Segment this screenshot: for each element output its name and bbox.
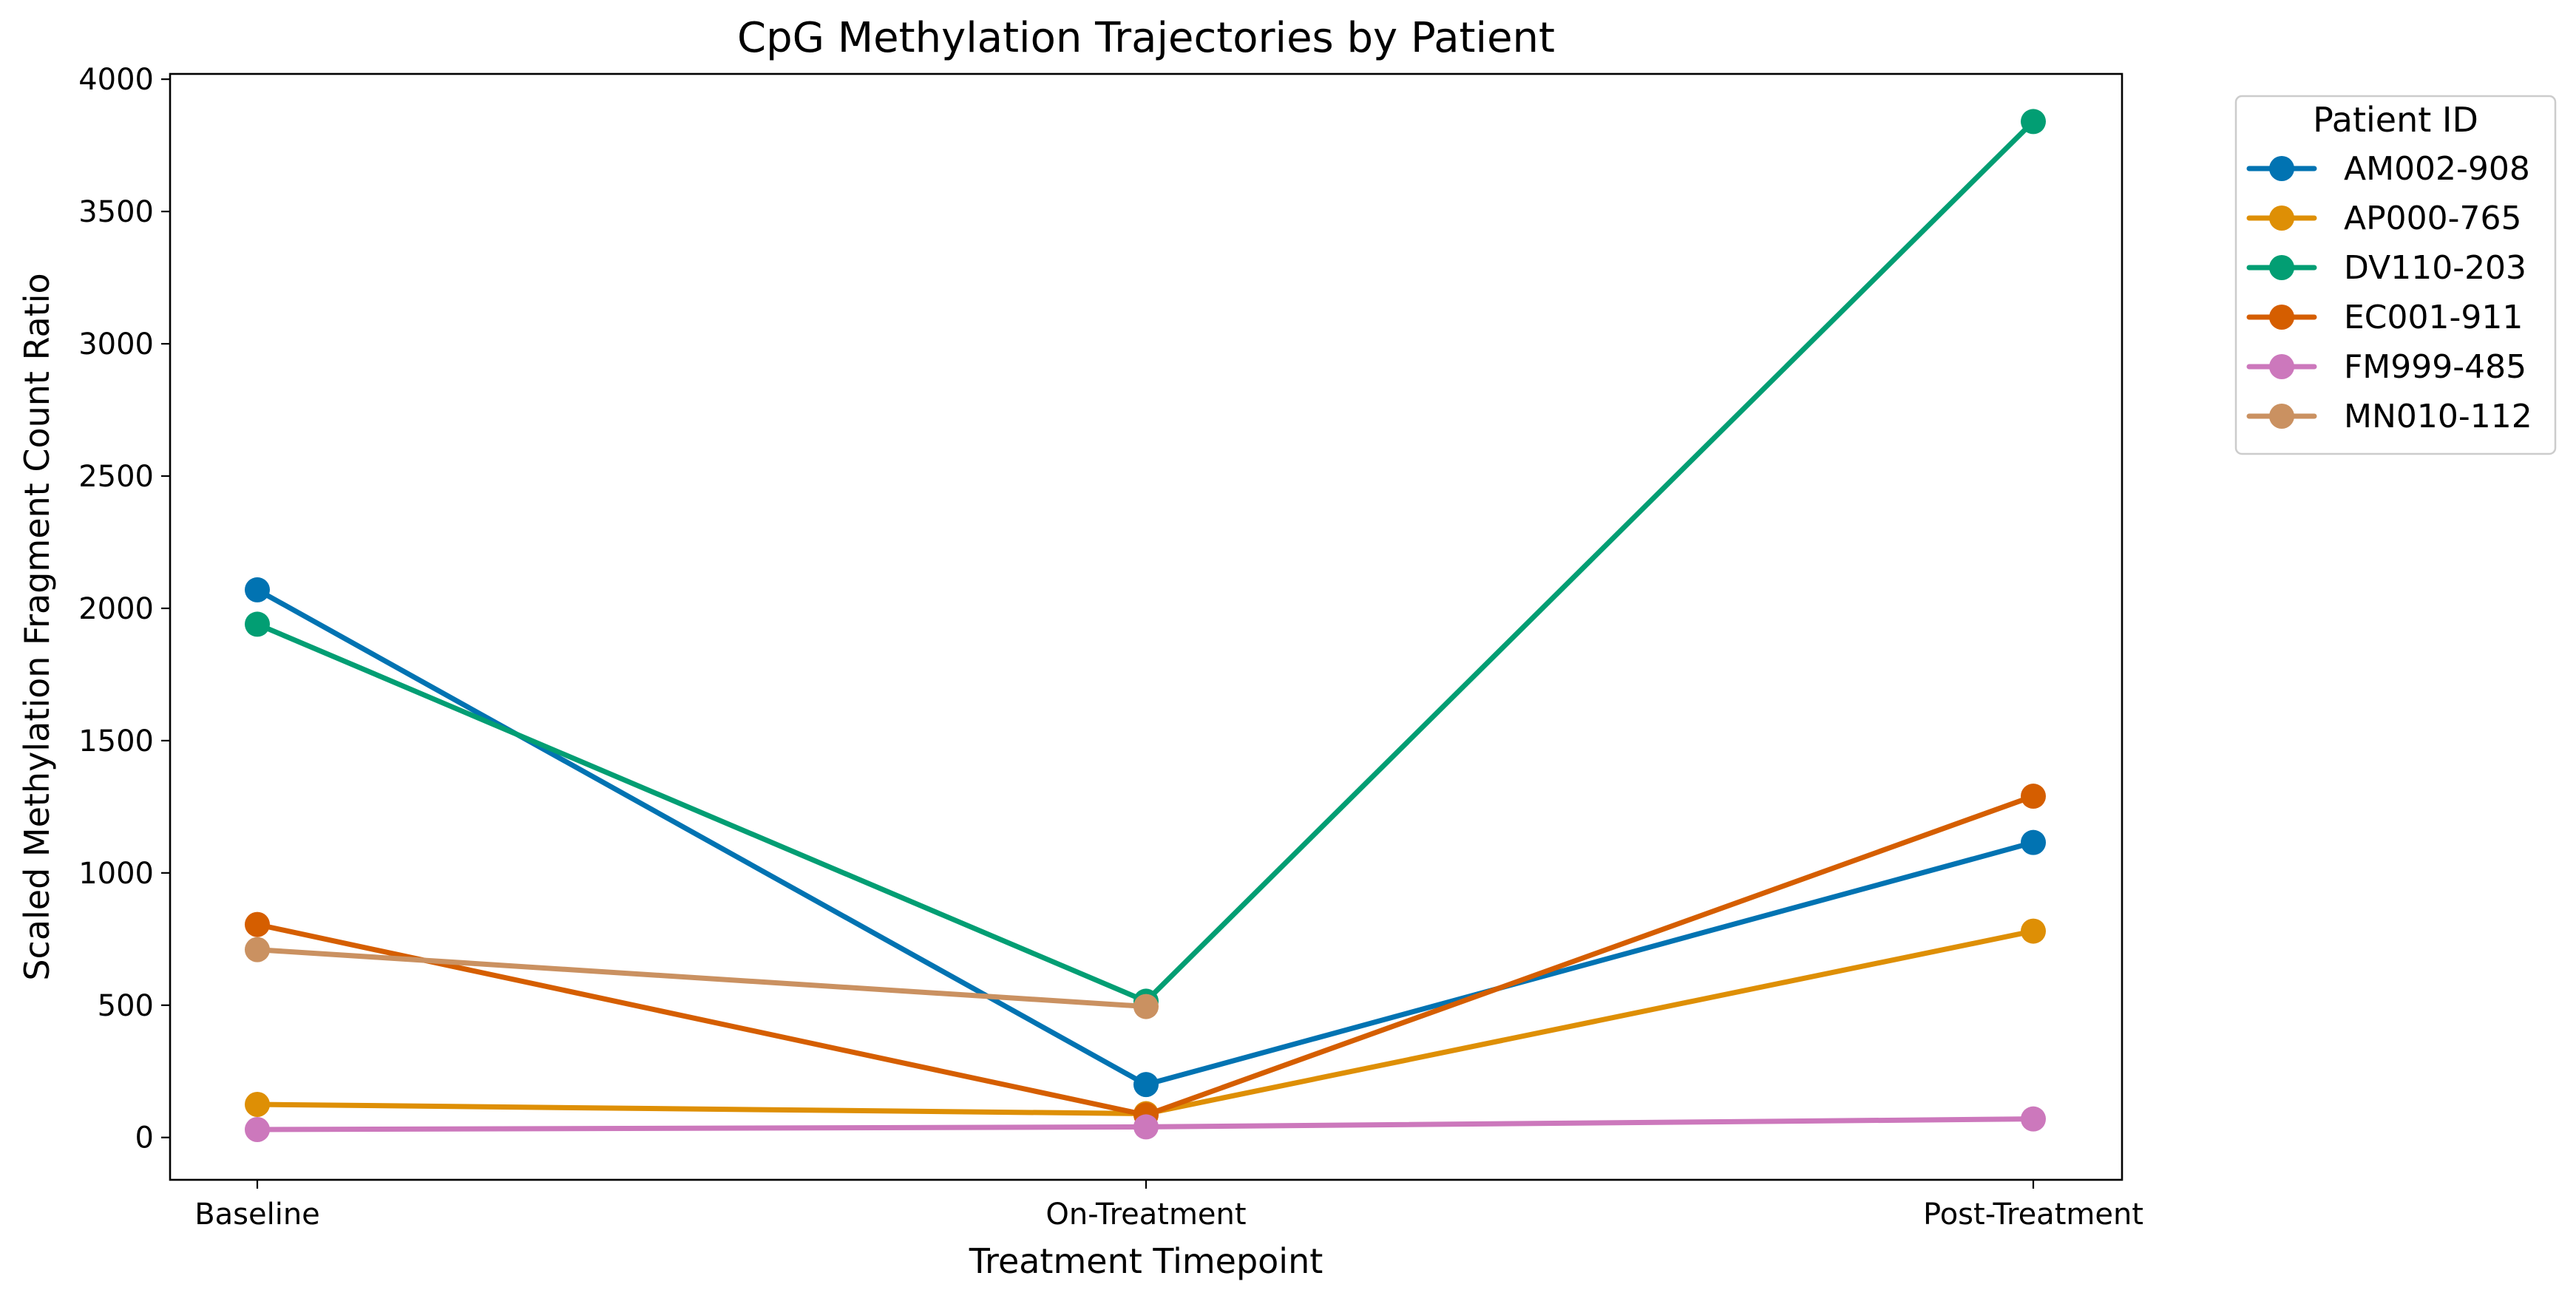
y-axis-label: Scaled Methylation Fragment Count Ratio (17, 273, 57, 980)
data-point-mn010-112-on-treatment (1133, 994, 1159, 1019)
data-point-fm999-485-post-treatment (2021, 1106, 2046, 1132)
legend-label: MN010-112 (2344, 398, 2532, 435)
y-tick-label: 4000 (78, 63, 154, 97)
legend-item-am002-908: AM002-908 (2246, 150, 2530, 188)
data-point-mn010-112-baseline (245, 937, 270, 962)
legend-swatch-marker (2269, 206, 2294, 231)
data-point-fm999-485-on-treatment (1133, 1114, 1159, 1140)
legend-label: AP000-765 (2344, 200, 2521, 237)
series-line-mn010-112 (254, 947, 1149, 1010)
series-am002-908 (245, 577, 2046, 1098)
data-point-ec001-911-post-treatment (2021, 784, 2046, 809)
x-tick-label: Post-Treatment (1923, 1198, 2143, 1232)
legend-swatch-marker (2269, 305, 2294, 330)
x-axis-ticks: Baseline On-Treatment Post-Treatment (194, 1180, 2143, 1232)
legend-label: AM002-908 (2344, 150, 2530, 188)
data-point-am002-908-post-treatment (2021, 829, 2046, 855)
legend-item-dv110-203: DV110-203 (2246, 249, 2526, 287)
data-point-am002-908-baseline (245, 577, 270, 602)
x-axis-label: Treatment Timepoint (969, 1241, 1323, 1281)
y-tick-label: 2000 (78, 592, 154, 626)
legend-label: EC001-911 (2344, 299, 2523, 336)
legend-item-ec001-911: EC001-911 (2246, 299, 2523, 336)
legend-title: Patient ID (2313, 100, 2478, 140)
y-tick-label: 0 (135, 1121, 154, 1155)
legend: Patient ID AM002-908 AP000-765 DV110-203 EC… (2234, 95, 2557, 455)
data-point-ec001-911-baseline (245, 911, 270, 937)
legend-item-fm999-485: FM999-485 (2246, 348, 2526, 386)
series-fm999-485 (245, 1106, 2046, 1142)
legend-item-ap000-765: AP000-765 (2246, 200, 2521, 237)
legend-label: FM999-485 (2344, 348, 2526, 386)
legend-frame (2234, 95, 2557, 455)
legend-label: DV110-203 (2344, 249, 2526, 287)
x-tick-label: On-Treatment (1045, 1198, 1246, 1232)
data-point-am002-908-on-treatment (1133, 1072, 1159, 1098)
data-point-fm999-485-baseline (245, 1117, 270, 1142)
y-tick-label: 500 (98, 989, 154, 1023)
data-point-dv110-203-baseline (245, 611, 270, 637)
legend-swatch-marker (2269, 156, 2294, 181)
plot-area (245, 109, 2046, 1142)
y-tick-label: 3500 (78, 195, 154, 229)
data-point-dv110-203-post-treatment (2021, 109, 2046, 135)
y-axis-ticks: 0 500 1000 1500 2000 2500 3000 3500 4000 (78, 63, 170, 1155)
data-point-ap000-765-post-treatment (2021, 918, 2046, 944)
y-tick-label: 3000 (78, 327, 154, 361)
y-tick-label: 1000 (78, 857, 154, 891)
legend-items: AM002-908 AP000-765 DV110-203 EC001-911 FM99… (2246, 150, 2532, 435)
legend-swatch-marker (2269, 255, 2294, 280)
legend-item-mn010-112: MN010-112 (2246, 398, 2532, 435)
y-tick-label: 1500 (78, 724, 154, 758)
data-point-ap000-765-baseline (245, 1092, 270, 1117)
y-tick-label: 2500 (78, 460, 154, 494)
x-tick-label: Baseline (194, 1198, 320, 1232)
chart-title: CpG Methylation Trajectories by Patient (737, 14, 1555, 62)
legend-swatch-marker (2269, 404, 2294, 429)
legend-swatch-marker (2269, 354, 2294, 379)
series-mn010-112 (245, 937, 1159, 1019)
